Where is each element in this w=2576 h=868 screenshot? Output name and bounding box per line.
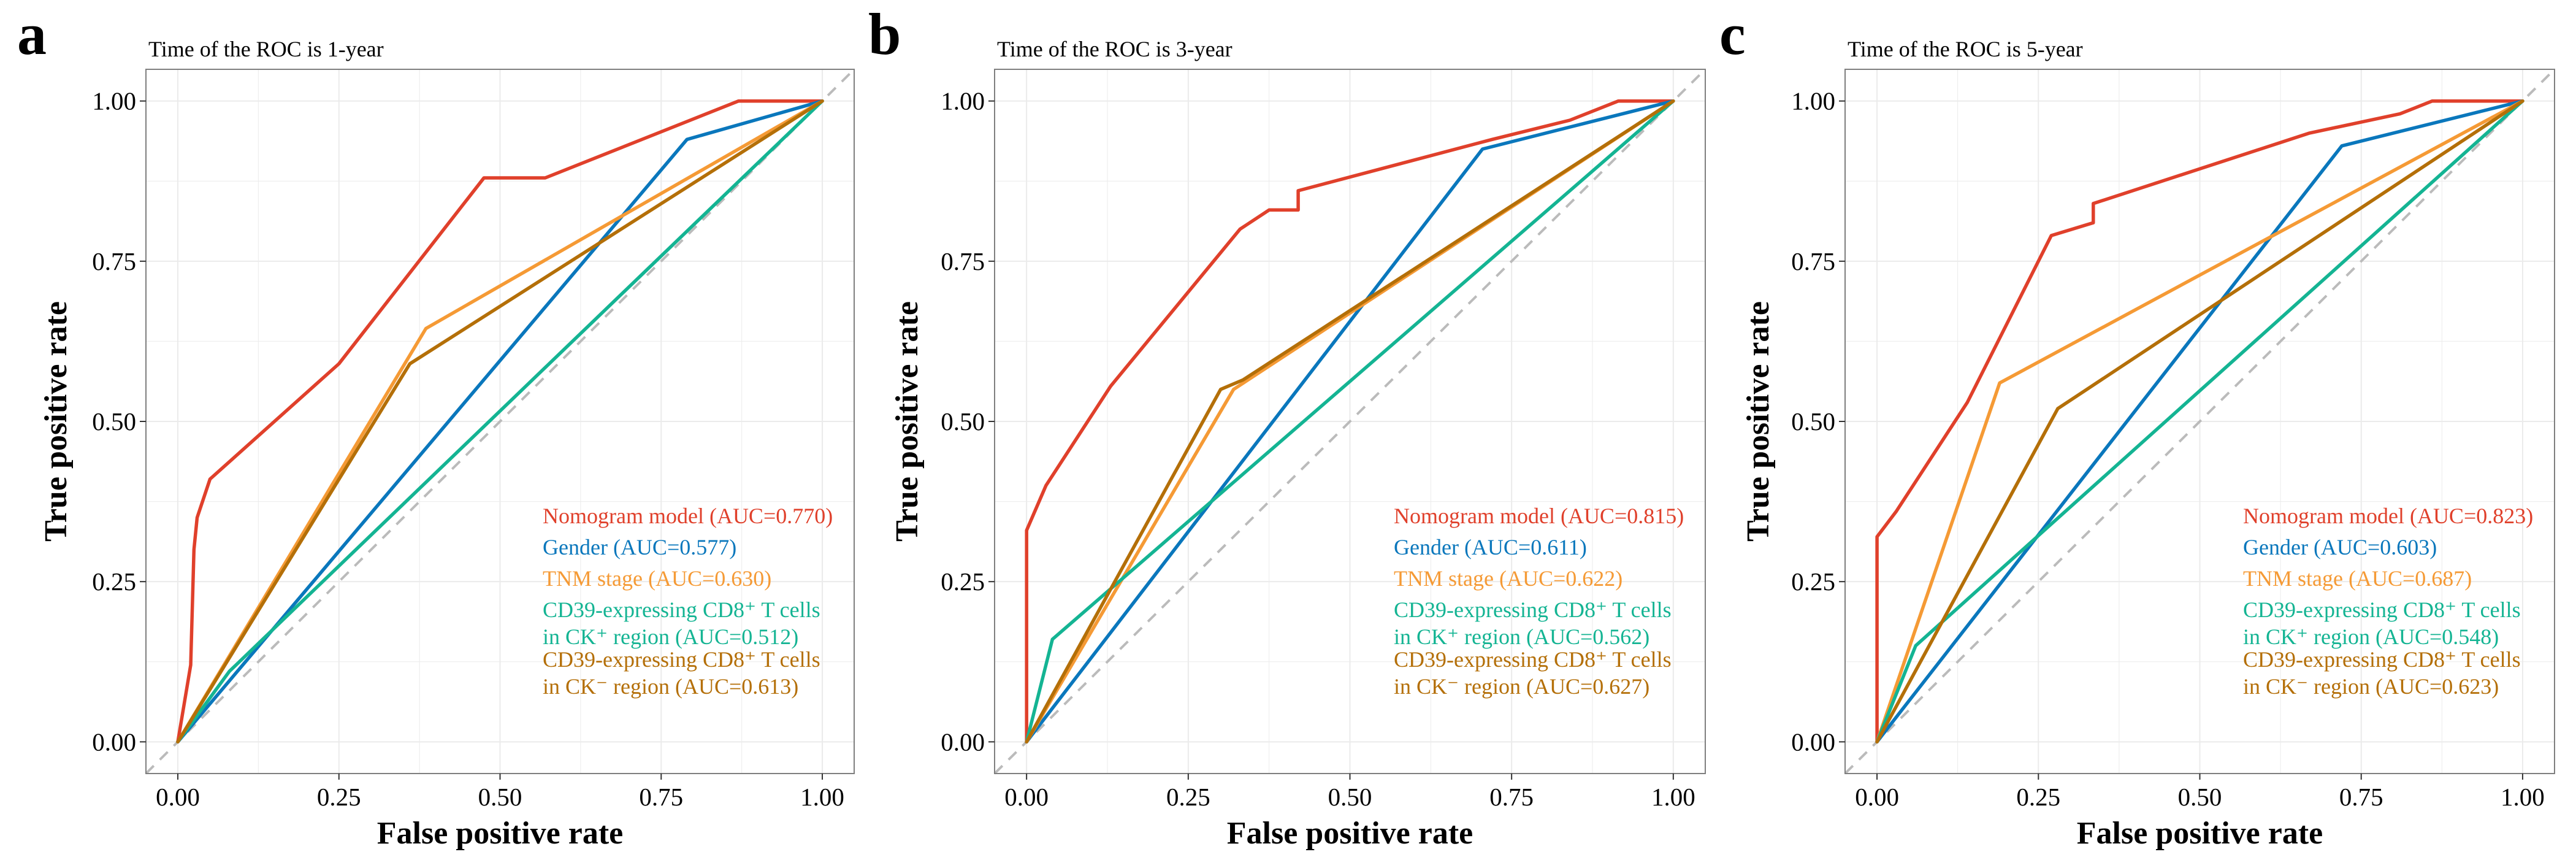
legend-item-ck_neg: CD39-expressing CD8⁺ T cells (1394, 647, 1672, 672)
y-tick-label: 0.50 (92, 407, 136, 436)
legend-item-ck_neg: in CK⁻ region (AUC=0.613) (543, 674, 798, 699)
y-tick-label: 0.00 (941, 728, 985, 756)
y-tick-label: 0.75 (941, 247, 985, 275)
panel-title: Time of the ROC is 5-year (1848, 37, 2083, 61)
legend: Nomogram model (AUC=0.815) Gender (AUC=0.… (1394, 504, 1684, 699)
legend-item-ck_neg: in CK⁻ region (AUC=0.627) (1394, 674, 1649, 699)
legend-item-gender: Gender (AUC=0.603) (2243, 535, 2437, 559)
legend-item-ck_pos: in CK⁺ region (AUC=0.548) (2243, 624, 2499, 649)
roc-line-ck_pos (1875, 99, 2524, 744)
roc-line-gender (1025, 99, 1675, 744)
y-tick-label: 0.25 (941, 567, 985, 596)
legend-item-ck_neg: in CK⁻ region (AUC=0.623) (2243, 674, 2499, 699)
legend-item-ck_pos: CD39-expressing CD8⁺ T cells (1394, 597, 1672, 622)
x-tick-label: 0.75 (639, 783, 683, 811)
x-tick-label: 0.00 (1855, 783, 1899, 811)
legend-item-ck_pos: CD39-expressing CD8⁺ T cells (543, 597, 820, 622)
roc-line-ck_pos (176, 99, 824, 744)
x-tick-label: 0.50 (2178, 783, 2222, 811)
x-tick-label: 1.00 (1651, 783, 1695, 811)
legend-item-nomogram: Nomogram model (AUC=0.815) (1394, 504, 1684, 528)
y-tick-label: 0.50 (1791, 407, 1835, 436)
roc-panel-b: b Time of the ROC is 3-year 0.00 0.25 0.50 0.… (868, 1, 1707, 851)
x-axis-title: False positive rate (377, 816, 623, 851)
roc-panel-a: a Time of the ROC is 1-year 0.00 0.25 0.50 0.… (17, 1, 855, 851)
legend-item-gender: Gender (AUC=0.577) (543, 535, 736, 559)
panel-title: Time of the ROC is 3-year (997, 37, 1233, 61)
roc-line-ck_neg (1875, 99, 2524, 744)
y-tick-label: 0.00 (92, 728, 136, 756)
x-tick-label: 0.00 (1004, 783, 1049, 811)
legend-item-tnm: TNM stage (AUC=0.622) (1394, 566, 1622, 591)
legend-item-ck_pos: CD39-expressing CD8⁺ T cells (2243, 597, 2521, 622)
roc-line-nomogram (1025, 99, 1675, 744)
legend-item-ck_neg: CD39-expressing CD8⁺ T cells (543, 647, 820, 672)
y-axis-title: True positive rate (890, 301, 925, 542)
y-tick-label: 0.00 (1791, 728, 1835, 756)
panel-label: c (1719, 1, 1746, 67)
y-tick-label: 0.75 (1791, 247, 1835, 275)
x-tick-label: 0.25 (2016, 783, 2060, 811)
panel-label: a (17, 1, 47, 67)
y-tick-label: 0.50 (941, 407, 985, 436)
roc-panel-c: c Time of the ROC is 5-year 0.00 0.25 0.50 0.… (1719, 1, 2556, 851)
legend-item-tnm: TNM stage (AUC=0.687) (2243, 566, 2472, 591)
roc-line-ck_pos (1025, 99, 1675, 744)
y-tick-label: 1.00 (1791, 87, 1835, 115)
legend-item-ck_pos: in CK⁺ region (AUC=0.512) (543, 624, 798, 649)
y-tick-label: 0.25 (92, 567, 136, 596)
gridlines (995, 69, 1705, 774)
panel-label: b (868, 1, 901, 67)
x-axis-title: False positive rate (1227, 816, 1473, 851)
x-tick-label: 0.00 (156, 783, 200, 811)
x-tick-label: 1.00 (800, 783, 844, 811)
legend-item-nomogram: Nomogram model (AUC=0.823) (2243, 504, 2533, 528)
y-tick-label: 0.75 (92, 247, 136, 275)
y-tick-label: 1.00 (941, 87, 985, 115)
y-axis-title: True positive rate (1741, 301, 1776, 542)
y-axis-title: True positive rate (39, 301, 74, 542)
x-tick-label: 1.00 (2501, 783, 2545, 811)
x-tick-label: 0.25 (1166, 783, 1210, 811)
legend-item-tnm: TNM stage (AUC=0.630) (543, 566, 771, 591)
x-axis-title: False positive rate (2077, 816, 2323, 851)
legend: Nomogram model (AUC=0.770) Gender (AUC=0.… (543, 504, 833, 699)
legend: Nomogram model (AUC=0.823) Gender (AUC=0.… (2243, 504, 2533, 699)
x-tick-label: 0.25 (317, 783, 361, 811)
roc-line-nomogram (1875, 99, 2524, 744)
reference-diagonal-line (993, 68, 1707, 775)
y-tick-label: 0.25 (1791, 567, 1835, 596)
x-tick-label: 0.50 (1328, 783, 1372, 811)
roc-line-tnm (1875, 99, 2524, 744)
legend-item-gender: Gender (AUC=0.611) (1394, 535, 1587, 559)
roc-line-nomogram (176, 99, 824, 744)
roc-line-gender (176, 99, 824, 744)
roc-line-ck_neg (1025, 99, 1675, 744)
x-tick-label: 0.75 (2339, 783, 2383, 811)
reference-diagonal-line (1844, 68, 2556, 775)
x-tick-label: 0.50 (478, 783, 522, 811)
legend-item-nomogram: Nomogram model (AUC=0.770) (543, 504, 833, 528)
legend-item-ck_pos: in CK⁺ region (AUC=0.562) (1394, 624, 1649, 649)
reference-diagonal-line (145, 68, 855, 775)
x-tick-label: 0.75 (1489, 783, 1534, 811)
panel-title: Time of the ROC is 1-year (148, 37, 384, 61)
y-tick-label: 1.00 (92, 87, 136, 115)
roc-line-ck_neg (176, 99, 824, 744)
legend-item-ck_neg: CD39-expressing CD8⁺ T cells (2243, 647, 2521, 672)
